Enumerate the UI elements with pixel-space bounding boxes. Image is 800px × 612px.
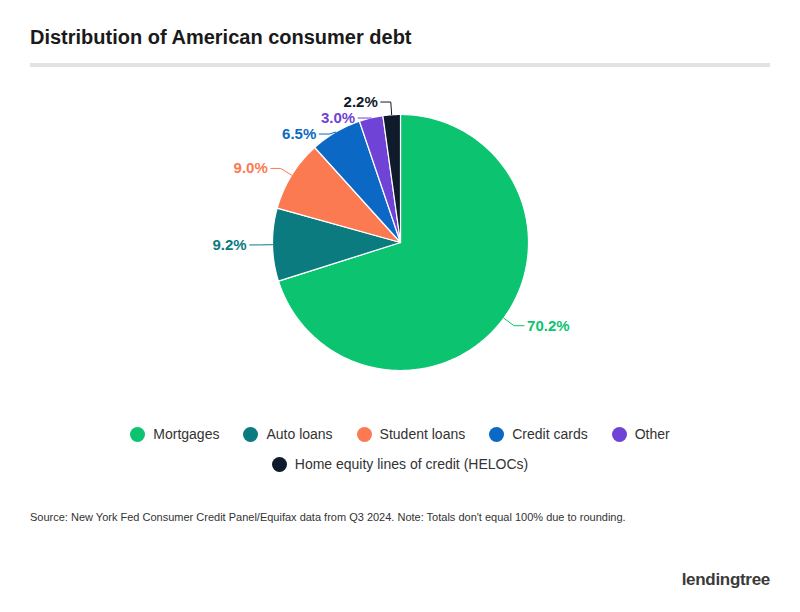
html-text:Source: New York Fed Consumer: Source: New York Fed Consumer Credit Pan… <box>30 511 626 523</box>
html-text:Home equity lines of credit (H: Home equity lines of credit (HELOCs) <box>294 456 529 472</box>
html-text:Student loans: Student loans <box>379 426 466 442</box>
svg-text:70.2%: 70.2% <box>527 317 570 334</box>
html-text:Other: Other <box>634 426 670 442</box>
html-text:Credit cards: Credit cards <box>512 426 588 442</box>
svg-text:6.5%: 6.5% <box>282 125 316 142</box>
html-text:Mortgages: Mortgages <box>153 426 220 442</box>
svg-text:9.0%: 9.0% <box>234 159 268 176</box>
svg-text:3.0%: 3.0% <box>321 109 355 126</box>
html-text:Auto loans: Auto loans <box>266 426 333 442</box>
html-text:lendingtree: lendingtree <box>681 570 770 589</box>
svg-text:9.2%: 9.2% <box>213 236 247 253</box>
html-text:Distribution of American consu: Distribution of American consumer debt <box>30 26 412 48</box>
svg-text:2.2%: 2.2% <box>344 93 378 110</box>
